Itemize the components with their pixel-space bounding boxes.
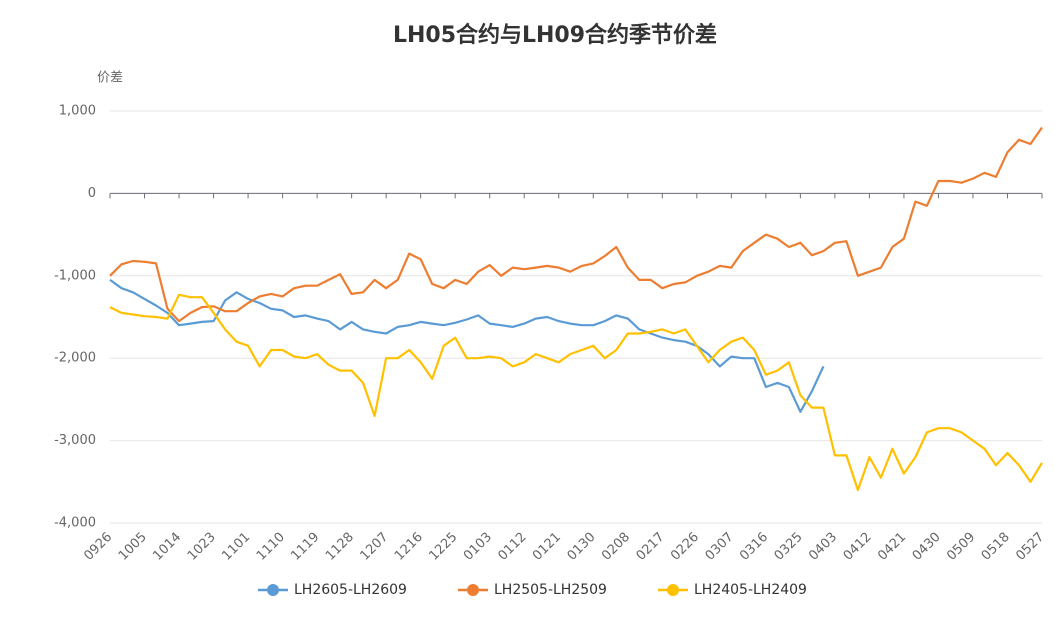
x-tick-label: 1119: [288, 530, 322, 564]
x-tick-label: 0325: [772, 530, 806, 564]
legend-marker: [467, 584, 479, 596]
x-tick-label: 0926: [81, 530, 115, 564]
legend-item[interactable]: LH2605-LH2609: [258, 582, 407, 598]
x-tick-label: 1110: [254, 530, 288, 564]
x-tick-label: 0130: [565, 530, 599, 564]
x-tick-label: 1216: [392, 530, 426, 564]
x-tick-label: 0103: [461, 530, 495, 564]
legend-marker: [667, 584, 679, 596]
x-tick-label: 0412: [841, 530, 875, 564]
x-tick-label: 1005: [116, 530, 150, 564]
x-tick-label: 1101: [219, 530, 253, 564]
x-tick-label: 0518: [979, 530, 1013, 564]
x-tick-label: 0307: [703, 530, 737, 564]
x-tick-label: 0112: [496, 530, 530, 564]
y-tick-label: -3,000: [54, 433, 96, 448]
x-tick-label: 1014: [150, 530, 184, 564]
x-tick-label: 1023: [185, 530, 219, 564]
series-line: [109, 126, 1043, 323]
series-line: [109, 293, 1043, 492]
y-tick-label: -4,000: [54, 516, 96, 531]
x-tick-label: 0121: [530, 530, 564, 564]
legend-item[interactable]: LH2505-LH2509: [458, 582, 607, 598]
x-tick-label: 0403: [806, 530, 840, 564]
y-tick-label: 0: [88, 186, 96, 201]
x-tick-label: 1207: [357, 530, 391, 564]
x-tick-label: 0430: [910, 530, 944, 564]
x-tick-label: 0226: [668, 530, 702, 564]
y-axis-label: 价差: [97, 71, 123, 86]
y-tick-label: 1,000: [59, 104, 96, 119]
x-tick-label: 0316: [737, 530, 771, 564]
x-tick-label: 0509: [944, 530, 978, 564]
x-tick-label: 1128: [323, 530, 357, 564]
y-tick-label: -1,000: [54, 268, 96, 283]
legend-item[interactable]: LH2405-LH2409: [658, 582, 807, 598]
x-tick-label: 0208: [599, 530, 633, 564]
x-tick-label: 0217: [634, 530, 668, 564]
legend-label: LH2405-LH2409: [694, 582, 807, 598]
x-tick-label: 1225: [426, 530, 460, 564]
y-tick-label: -2,000: [54, 351, 96, 366]
x-tick-label: 0421: [875, 530, 909, 564]
legend-label: LH2505-LH2509: [494, 582, 607, 598]
chart-title: LH05合约与LH09合约季节价差: [393, 22, 717, 48]
x-tick-label: 0527: [1013, 530, 1047, 564]
legend-label: LH2605-LH2609: [294, 582, 407, 598]
legend-marker: [267, 584, 279, 596]
series-line: [109, 279, 825, 413]
